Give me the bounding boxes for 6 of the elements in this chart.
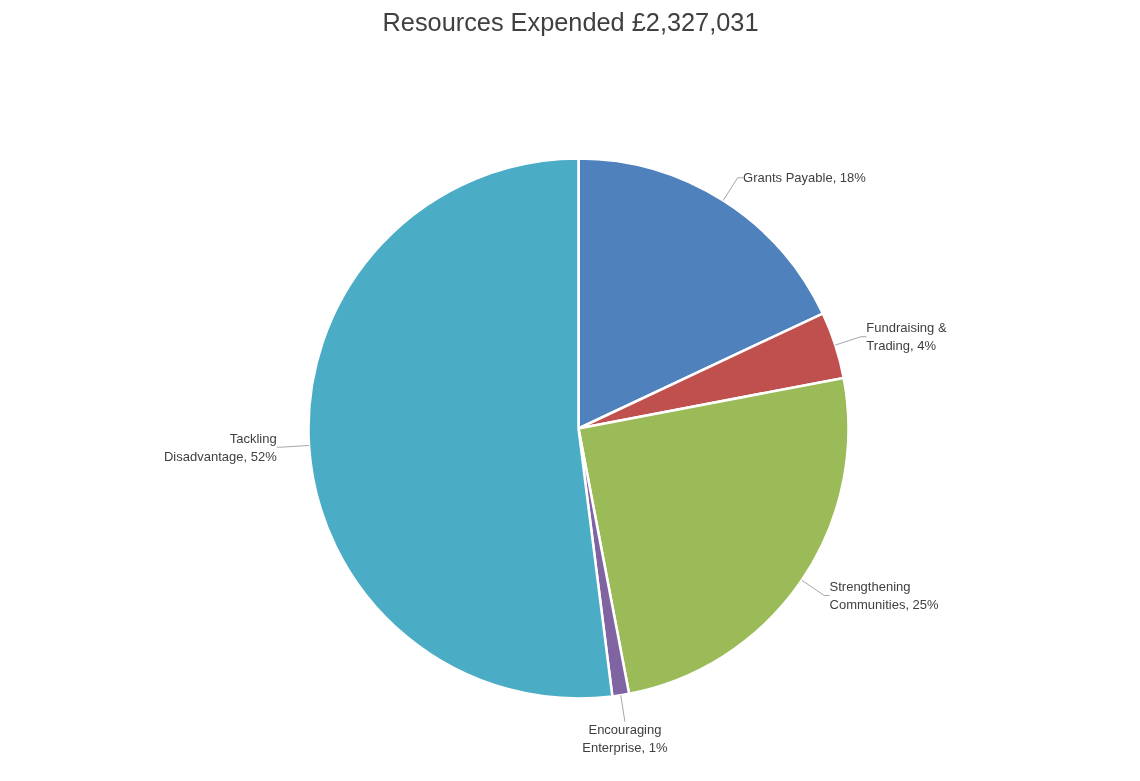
slice-label: Strengthening Communities, 25% xyxy=(829,578,940,612)
slice-label: Grants Payable, 18% xyxy=(743,170,867,186)
chart-title: Resources Expended £2,327,031 xyxy=(382,7,759,36)
slice-label: Tackling Disadvantage, 52% xyxy=(163,430,278,464)
slice-label: Fundraising & Trading, 4% xyxy=(866,320,947,354)
slice-label: Encouraging Enterprise, 1% xyxy=(582,721,669,755)
